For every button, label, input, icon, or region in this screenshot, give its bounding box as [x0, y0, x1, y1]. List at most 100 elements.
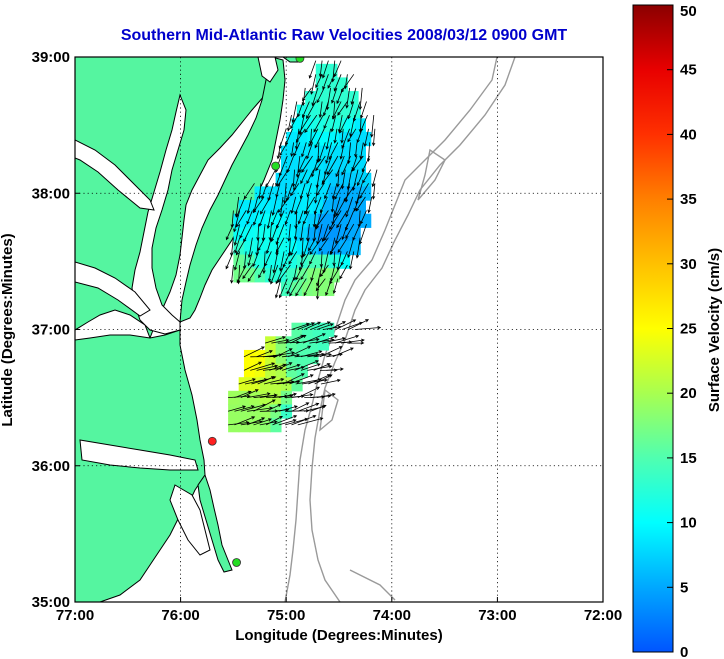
velocity-vector	[337, 237, 348, 254]
velocity-vector	[233, 210, 241, 233]
velocity-vector	[238, 378, 256, 385]
velocity-cell	[265, 268, 277, 283]
velocity-cell	[326, 63, 338, 79]
velocity-vector	[308, 128, 319, 147]
velocity-vector	[276, 142, 282, 160]
velocity-cell	[333, 118, 345, 133]
velocity-vector	[306, 101, 317, 120]
velocity-cell	[344, 159, 356, 174]
velocity-vector	[313, 363, 331, 371]
colorbar	[632, 4, 674, 653]
velocity-cell	[328, 131, 340, 147]
velocity-cell	[291, 377, 303, 392]
velocity-vector	[371, 128, 376, 147]
velocity-cell	[302, 200, 314, 215]
velocity-vector	[286, 278, 294, 295]
colorbar-tick-label: 15	[680, 450, 697, 467]
velocity-vector	[284, 210, 291, 226]
x-axis-label: Longitude (Degrees:Minutes)	[235, 627, 443, 644]
velocity-vector	[354, 325, 382, 330]
velocity-vector	[315, 74, 323, 89]
velocity-vector	[301, 378, 328, 385]
velocity-vector	[341, 155, 351, 176]
velocity-vector	[325, 278, 332, 297]
grid	[75, 57, 603, 602]
velocity-vector	[318, 101, 323, 119]
velocity-cell	[238, 404, 250, 419]
velocity-vector	[331, 183, 338, 200]
velocity-vector	[329, 210, 342, 230]
radar-site-marker	[232, 558, 241, 567]
velocity-cell	[333, 200, 345, 215]
velocity-vector	[336, 210, 348, 229]
velocity-vector	[279, 142, 288, 157]
velocity-cell	[228, 418, 240, 433]
velocity-vector	[295, 264, 304, 281]
velocity-cell	[291, 322, 303, 337]
velocity-vector	[327, 74, 336, 89]
velocity-vector	[370, 115, 375, 138]
velocity-cell	[305, 91, 317, 106]
velocity-vector	[355, 196, 366, 212]
velocity-vector	[303, 196, 316, 215]
velocity-vector	[309, 128, 313, 145]
velocity-cell	[307, 240, 319, 256]
velocity-vector	[371, 169, 378, 188]
velocity-vector	[297, 322, 316, 330]
velocity-vector	[297, 210, 304, 225]
velocity-cell	[296, 104, 308, 119]
velocity-cell	[270, 200, 282, 215]
velocity-cell	[323, 281, 335, 297]
velocity-cell	[286, 240, 298, 256]
velocity-vector	[326, 155, 339, 176]
velocity-vector	[287, 224, 291, 242]
velocity-vector	[267, 264, 272, 283]
velocity-cell	[307, 254, 319, 269]
x-tick-label: 73:00	[478, 607, 516, 624]
velocity-vector	[339, 142, 345, 160]
velocity-vector	[291, 402, 310, 412]
plot-area	[75, 57, 603, 602]
velocity-vector	[339, 264, 348, 280]
velocity-vector	[329, 237, 342, 255]
velocity-vector	[358, 87, 363, 111]
velocity-vector	[359, 183, 369, 199]
velocity-cell	[354, 200, 366, 215]
velocity-cell	[339, 213, 351, 228]
velocity-cell	[286, 172, 298, 188]
velocity-cell	[296, 336, 308, 351]
velocity-vector	[304, 321, 321, 330]
velocity-cell	[259, 377, 271, 392]
velocity-vector	[304, 114, 318, 134]
velocity-cell	[315, 91, 327, 106]
colorbar-ticks: 0 5 10 15 20 25 30 35 40 45 50	[667, 3, 697, 659]
velocity-vector	[288, 345, 312, 358]
velocity-cell	[275, 254, 287, 269]
velocity-vector	[335, 196, 347, 217]
velocity-vector	[293, 142, 301, 157]
velocity-cell	[349, 131, 361, 147]
velocity-cell	[317, 227, 330, 242]
velocity-vector	[314, 374, 333, 385]
x-tick-label: 75:00	[267, 607, 305, 624]
velocity-vector	[274, 278, 282, 299]
velocity-vector	[326, 367, 344, 371]
velocity-vector	[300, 264, 310, 281]
velocity-vectors	[225, 60, 382, 426]
chart-title: Southern Mid-Atlantic Raw Velocities 200…	[121, 27, 568, 44]
velocity-vector	[360, 210, 367, 225]
velocity-vector	[354, 142, 358, 158]
velocity-cell	[354, 159, 366, 174]
velocity-vector	[247, 237, 253, 259]
velocity-vector	[330, 196, 335, 213]
velocity-cell	[344, 118, 356, 133]
velocity-cell	[354, 145, 366, 160]
velocity-vector	[290, 196, 297, 214]
velocity-vector	[287, 115, 292, 132]
velocity-vector	[355, 237, 361, 259]
velocity-vector	[289, 374, 314, 385]
velocity-vector	[334, 223, 342, 245]
velocity-vector	[309, 237, 323, 255]
y-tick-label: 38:00	[32, 185, 70, 202]
land-delmarva	[179, 57, 286, 323]
